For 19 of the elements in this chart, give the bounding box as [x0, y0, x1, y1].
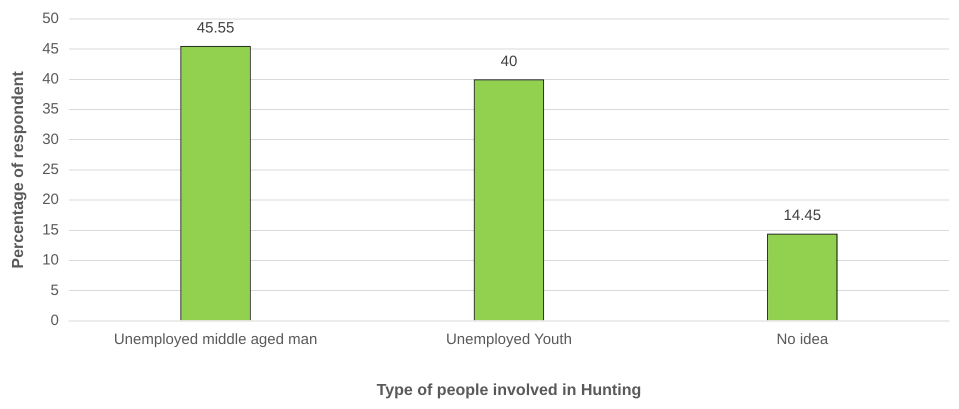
y-tick-label: 15 [42, 221, 59, 238]
y-tick-label: 0 [50, 312, 59, 329]
x-tick-label: Unemployed middle aged man [114, 330, 318, 348]
x-tick-label: No idea [776, 330, 829, 348]
y-tick-label: 20 [42, 191, 59, 208]
y-tick-label: 5 [50, 282, 59, 299]
y-axis-title: Percentage of respondent [10, 70, 28, 269]
y-tick-label: 30 [42, 130, 59, 148]
x-tick-label: Unemployed Youth [446, 330, 572, 348]
x-axis-title: Type of people involved in Hunting [376, 382, 642, 399]
y-tick-label: 10 [42, 252, 59, 269]
data-label: 40 [500, 53, 518, 70]
data-label: 45.55 [196, 20, 234, 36]
y-tick-label: 50 [42, 10, 59, 28]
y-tick-label: 45 [42, 40, 59, 58]
y-tick-label: 25 [42, 161, 59, 178]
y-tick-label: 35 [42, 100, 59, 118]
data-label: 14.45 [784, 207, 822, 224]
y-tick-label: 40 [42, 70, 59, 88]
